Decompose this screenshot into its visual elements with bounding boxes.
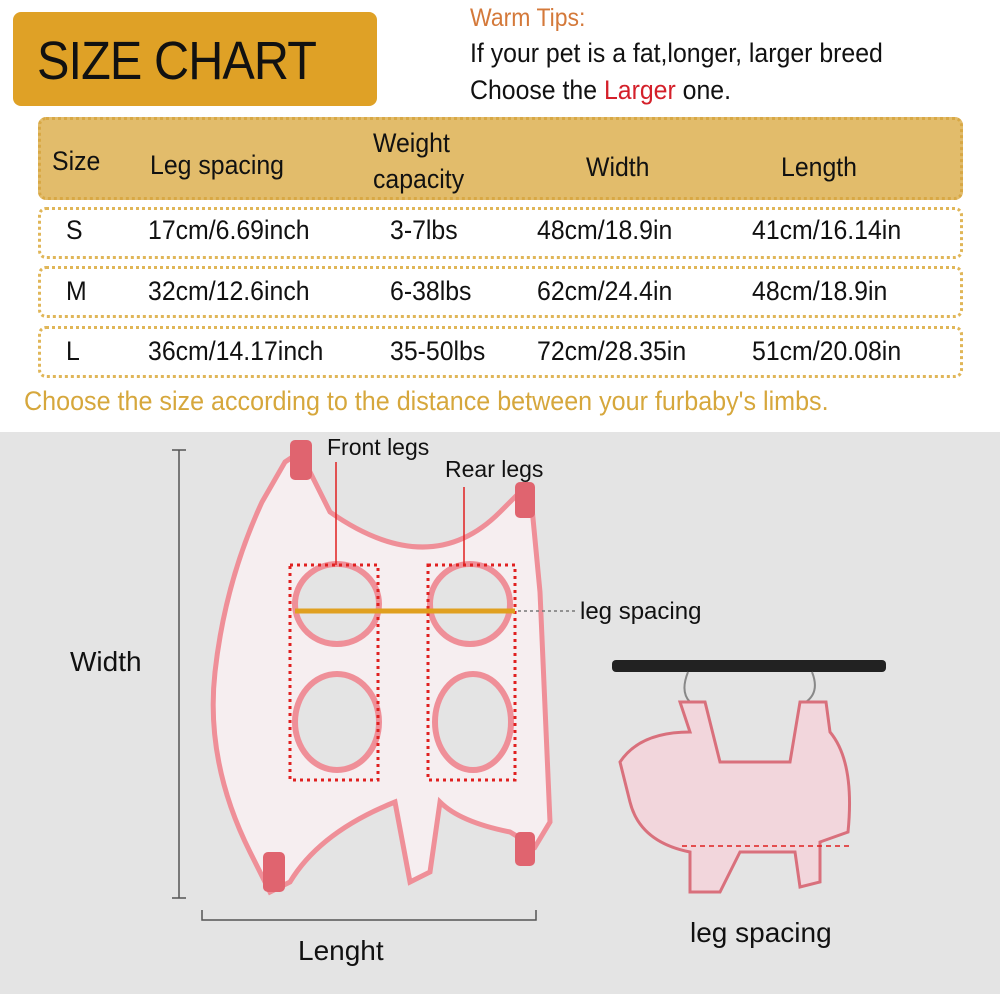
header-capacity: capacity: [373, 164, 465, 194]
strap-icon: [263, 852, 285, 892]
rear-leg-hole: [427, 561, 513, 647]
header-length: Length: [781, 152, 857, 182]
table-cell: 17cm/6.69inch: [148, 215, 310, 245]
table-cell: 41cm/16.14in: [752, 215, 902, 245]
table-header: [38, 117, 963, 200]
strap-icon: [515, 482, 535, 518]
leg-spacing-label: leg spacing: [580, 598, 702, 625]
width-label: Width: [70, 646, 142, 677]
tips-line1: If your pet is a fat,longer, larger bree…: [470, 38, 883, 68]
table-cell: 6-38lbs: [390, 276, 472, 306]
front-leg-hole: [292, 561, 382, 647]
table-cell: 36cm/14.17inch: [148, 336, 324, 366]
rear-legs-marker: [426, 563, 517, 782]
table-cell: 62cm/24.4in: [537, 276, 673, 306]
table-cell: L: [66, 336, 80, 366]
size-chart-title: SIZE CHART: [13, 12, 377, 106]
tips-heading: Warm Tips:: [470, 4, 586, 32]
table-cell: 3-7lbs: [390, 215, 458, 245]
width-dimension-line: [172, 449, 186, 899]
table-cell: 48cm/18.9in: [752, 276, 888, 306]
strap-icon: [515, 832, 535, 866]
header-width: Width: [586, 152, 650, 182]
header-size: Size: [52, 146, 101, 176]
front-leg-hole: [292, 671, 382, 773]
harness-body: [210, 448, 553, 896]
dog-in-harness: [618, 700, 851, 894]
tips-text: Choose the: [470, 75, 604, 105]
tips-highlight: Larger: [603, 75, 676, 105]
table-cell: M: [66, 276, 87, 306]
harness-diagram: [172, 440, 886, 921]
tips-line2: Choose the Larger one.: [470, 75, 731, 106]
front-legs-marker: [288, 563, 380, 782]
footnote: Choose the size according to the distanc…: [24, 386, 829, 416]
table-cell: S: [66, 215, 83, 245]
product-photo: Front legs Rear legs leg spacing Width L…: [0, 432, 1000, 994]
table-cell: 72cm/28.35in: [537, 336, 687, 366]
header-weight: Weight: [373, 128, 450, 158]
header-leg-spacing: Leg spacing: [150, 150, 284, 180]
tips-text: one.: [675, 75, 732, 105]
table-row: [38, 266, 963, 318]
table-cell: 32cm/12.6inch: [148, 276, 310, 306]
photo-leg-spacing-label: leg spacing: [690, 917, 832, 948]
hook-icon: [683, 671, 816, 703]
front-legs-label: Front legs: [327, 434, 430, 460]
rear-leg-hole: [432, 671, 514, 773]
length-label: Lenght: [298, 935, 384, 966]
strap-icon: [290, 440, 312, 480]
length-dimension-line: [201, 910, 537, 921]
table-cell: 48cm/18.9in: [537, 215, 673, 245]
leader-line: [335, 462, 465, 565]
hanging-bar: [612, 660, 886, 672]
title-text: SIZE CHART: [37, 31, 317, 91]
table-cell: 35-50lbs: [390, 336, 486, 366]
table-row: [38, 207, 963, 259]
table-row: [38, 326, 963, 378]
rear-legs-label: Rear legs: [445, 456, 544, 482]
table-cell: 51cm/20.08in: [752, 336, 902, 366]
